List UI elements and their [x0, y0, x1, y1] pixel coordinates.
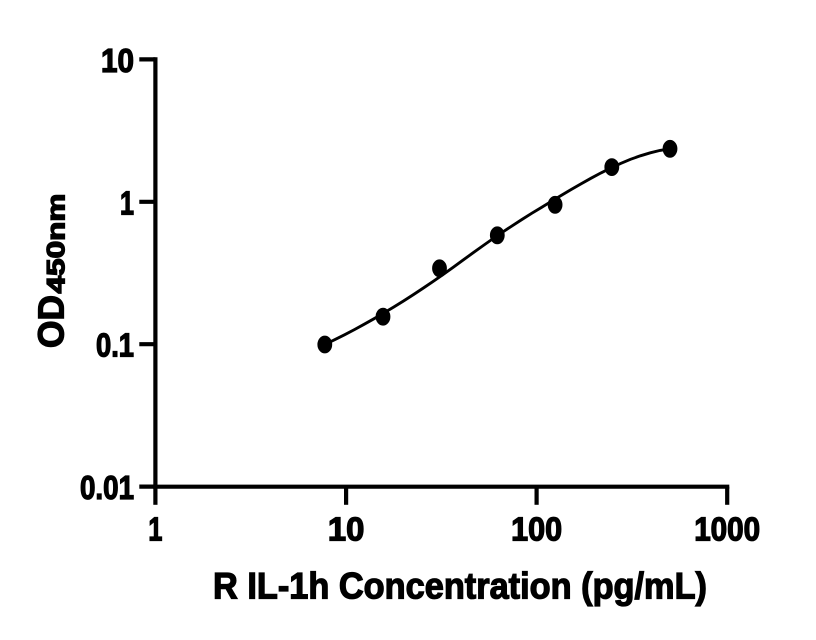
svg-text:1000: 1000 — [694, 511, 760, 548]
svg-text:1: 1 — [120, 184, 134, 221]
svg-text:OD: OD — [31, 295, 72, 348]
svg-text:0.1: 0.1 — [96, 327, 134, 364]
svg-text:R IL-1h Concentration (pg/mL): R IL-1h Concentration (pg/mL) — [213, 565, 707, 606]
svg-text:0.01: 0.01 — [80, 469, 134, 506]
svg-text:450nm: 450nm — [43, 194, 71, 294]
svg-text:1: 1 — [148, 511, 162, 548]
svg-text:10: 10 — [101, 42, 134, 79]
svg-text:10: 10 — [328, 511, 365, 548]
svg-text:100: 100 — [511, 511, 562, 548]
